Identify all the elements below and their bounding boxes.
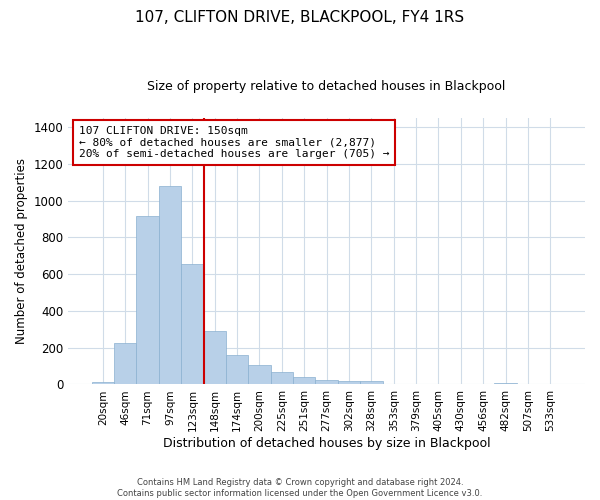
Text: 107, CLIFTON DRIVE, BLACKPOOL, FY4 1RS: 107, CLIFTON DRIVE, BLACKPOOL, FY4 1RS	[136, 10, 464, 25]
Bar	[494, 382, 517, 384]
Bar	[271, 372, 293, 384]
Text: 107 CLIFTON DRIVE: 150sqm
← 80% of detached houses are smaller (2,877)
20% of se: 107 CLIFTON DRIVE: 150sqm ← 80% of detac…	[79, 126, 389, 159]
Bar	[92, 382, 114, 384]
Bar	[316, 380, 338, 384]
Text: Contains HM Land Registry data © Crown copyright and database right 2024.
Contai: Contains HM Land Registry data © Crown c…	[118, 478, 482, 498]
Bar	[338, 381, 360, 384]
X-axis label: Distribution of detached houses by size in Blackpool: Distribution of detached houses by size …	[163, 437, 490, 450]
Bar	[181, 264, 203, 384]
Bar	[248, 365, 271, 384]
Bar	[159, 186, 181, 384]
Bar	[293, 377, 316, 384]
Y-axis label: Number of detached properties: Number of detached properties	[15, 158, 28, 344]
Title: Size of property relative to detached houses in Blackpool: Size of property relative to detached ho…	[148, 80, 506, 93]
Bar	[136, 216, 159, 384]
Bar	[360, 382, 383, 384]
Bar	[114, 342, 136, 384]
Bar	[203, 330, 226, 384]
Bar	[226, 356, 248, 384]
